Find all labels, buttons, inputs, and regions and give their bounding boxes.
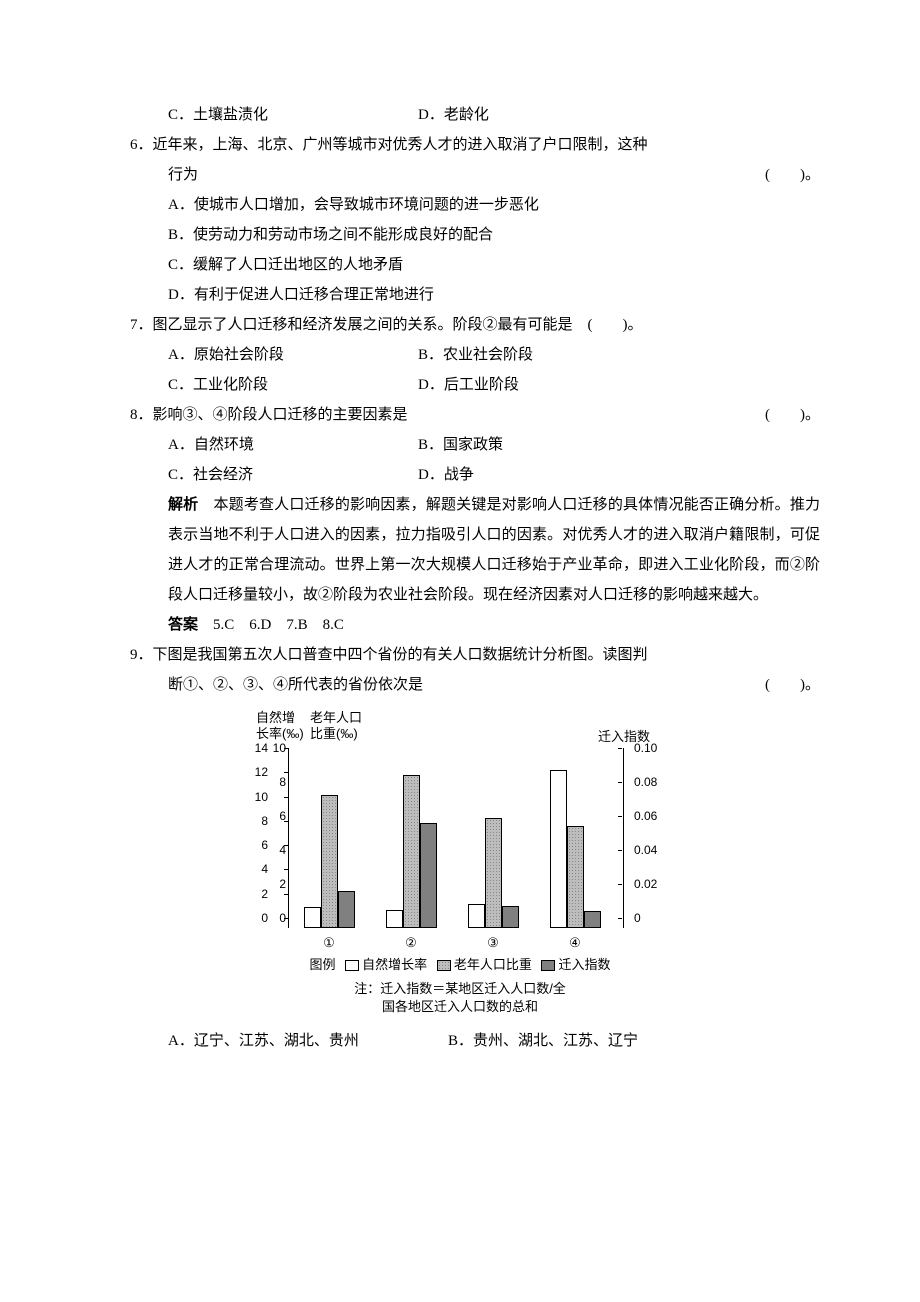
bar-migration — [420, 823, 437, 928]
y3-tick: 0.04 — [634, 838, 657, 862]
y1-tick: 4 — [261, 857, 268, 881]
q6-option-d: D．有利于促进人口迁移合理正常地进行 — [100, 280, 820, 310]
y3-tick: 0 — [634, 906, 641, 930]
answer-block: 答案 5.C 6.D 7.B 8.C — [100, 610, 820, 640]
q9-cont-text: 断①、②、③、④所代表的省份依次是 — [168, 677, 423, 693]
q5-option-d: D．老龄化 — [418, 100, 820, 130]
census-chart: 自然增 长率(‰) 老年人口 比重(‰) 迁入指数 14121086420 10… — [250, 710, 670, 1016]
bars-plot: ①②③④ — [290, 748, 622, 928]
chart-axis-titles: 自然增 长率(‰) 老年人口 比重(‰) 迁入指数 — [250, 710, 670, 746]
q8-option-d: D．战争 — [418, 460, 820, 490]
chart-plot-area: 14121086420 1086420 0.100.080.060.040.02… — [250, 748, 670, 928]
q8-option-a: A．自然环境 — [168, 430, 418, 460]
bar-elderly — [485, 818, 502, 929]
q6-text: 近年来，上海、北京、广州等城市对优秀人才的进入取消了户口限制，这种 — [153, 130, 820, 160]
q9-text: 下图是我国第五次人口普查中四个省份的有关人口数据统计分析图。读图判 — [153, 640, 820, 670]
x-category-label: ④ — [540, 928, 610, 956]
y1-tick: 6 — [261, 833, 268, 857]
y1-tick: 8 — [261, 809, 268, 833]
bar-natural-growth — [550, 770, 567, 928]
x-category-label: ② — [376, 928, 446, 956]
y2-tick: 8 — [279, 770, 286, 794]
y3-tick: 0.02 — [634, 872, 657, 896]
bar-elderly — [321, 795, 338, 928]
y-axis-3: 0.100.080.060.040.020 — [628, 748, 664, 928]
bar-natural-growth — [304, 907, 321, 928]
y3-tick: 0.10 — [634, 736, 657, 760]
legend-item-2: 老年人口比重 — [454, 957, 532, 972]
bar-migration — [338, 891, 355, 928]
q8-text: 影响③、④阶段人口迁移的主要因素是 — [153, 400, 820, 430]
q9-options-ab: A．辽宁、江苏、湖北、贵州 B．贵州、湖北、江苏、辽宁 — [100, 1026, 820, 1056]
q6-stem: 6． 近年来，上海、北京、广州等城市对优秀人才的进入取消了户口限制，这种 — [100, 130, 820, 160]
y-axis-1: 14121086420 — [250, 748, 268, 928]
q5-options-cd: C．土壤盐渍化 D．老龄化 — [100, 100, 820, 130]
x-category-label: ③ — [458, 928, 528, 956]
q8-option-b: B．国家政策 — [418, 430, 820, 460]
q9-stem: 9． 下图是我国第五次人口普查中四个省份的有关人口数据统计分析图。读图判 — [100, 640, 820, 670]
q8-paren: ( )。 — [765, 400, 820, 430]
x-category-label: ① — [294, 928, 364, 956]
legend-swatch-dot — [437, 960, 451, 971]
q8-stem: 8． 影响③、④阶段人口迁移的主要因素是 ( )。 — [100, 400, 820, 430]
explanation-label: 解析 — [168, 497, 198, 513]
q7-option-a: A．原始社会阶段 — [168, 340, 418, 370]
y3-tick: 0.08 — [634, 770, 657, 794]
q9-number: 9． — [130, 640, 153, 670]
q9-option-b: B．贵州、湖北、江苏、辽宁 — [448, 1026, 820, 1056]
y3-tick: 0.06 — [634, 804, 657, 828]
explanation-block: 解析 本题考查人口迁移的影响因素，解题关键是对影响人口迁移的具体情况能否正确分析… — [100, 490, 820, 610]
q6-paren: ( )。 — [765, 160, 820, 190]
y-axis-2: 1086420 — [272, 748, 286, 928]
q6-continuation: 行为 ( )。 — [100, 160, 820, 190]
q6-option-c: C．缓解了人口迁出地区的人地矛盾 — [100, 250, 820, 280]
legend-label: 图例 — [310, 957, 336, 972]
left-axis-line — [288, 748, 289, 928]
q6-option-a: A．使城市人口增加，会导致城市环境问题的进一步恶化 — [100, 190, 820, 220]
q6-cont-text: 行为 — [168, 167, 198, 183]
y1-tick: 2 — [261, 882, 268, 906]
q7-text: 图乙显示了人口迁移和经济发展之间的关系。阶段②最有可能是 ( )。 — [153, 310, 820, 340]
q8-options-ab: A．自然环境 B．国家政策 — [100, 430, 820, 460]
bar-elderly — [403, 775, 420, 928]
y2-tick: 4 — [279, 838, 286, 862]
q8-number: 8． — [130, 400, 153, 430]
legend-item-1: 自然增长率 — [362, 957, 427, 972]
y2-tick: 2 — [279, 872, 286, 896]
y1-tick: 10 — [255, 785, 268, 809]
bar-natural-growth — [386, 910, 403, 928]
q7-options-ab: A．原始社会阶段 B．农业社会阶段 — [100, 340, 820, 370]
q9-continuation: 断①、②、③、④所代表的省份依次是 ( )。 — [100, 670, 820, 700]
bar-natural-growth — [468, 904, 485, 928]
y1-tick: 12 — [255, 760, 268, 784]
explanation-text: 本题考查人口迁移的影响因素，解题关键是对影响人口迁移的具体情况能否正确分析。推力… — [168, 497, 820, 603]
answer-text: 5.C 6.D 7.B 8.C — [198, 617, 344, 633]
q7-option-c: C．工业化阶段 — [168, 370, 418, 400]
q7-options-cd: C．工业化阶段 D．后工业阶段 — [100, 370, 820, 400]
y1-tick: 14 — [255, 736, 268, 760]
y2-tick: 6 — [279, 804, 286, 828]
legend-swatch-gray — [541, 960, 555, 971]
q7-option-b: B．农业社会阶段 — [418, 340, 820, 370]
y2-title: 老年人口 比重(‰) — [310, 710, 362, 741]
q9-option-a: A．辽宁、江苏、湖北、贵州 — [168, 1026, 448, 1056]
bar-elderly — [567, 826, 584, 928]
q8-options-cd: C．社会经济 D．战争 — [100, 460, 820, 490]
q9-paren: ( )。 — [765, 670, 820, 700]
q5-option-c: C．土壤盐渍化 — [168, 100, 418, 130]
q6-number: 6． — [130, 130, 153, 160]
y1-tick: 0 — [261, 906, 268, 930]
q7-stem: 7． 图乙显示了人口迁移和经济发展之间的关系。阶段②最有可能是 ( )。 — [100, 310, 820, 340]
chart-note: 注：迁入指数＝某地区迁入人口数/全 国各地区迁入人口数的总和 — [250, 980, 670, 1016]
q8-option-c: C．社会经济 — [168, 460, 418, 490]
legend-swatch-white — [345, 960, 359, 971]
right-axis-line — [623, 748, 624, 928]
q6-option-b: B．使劳动力和劳动市场之间不能形成良好的配合 — [100, 220, 820, 250]
legend-item-3: 迁入指数 — [558, 957, 610, 972]
bar-migration — [502, 906, 519, 928]
q7-number: 7． — [130, 310, 153, 340]
answer-label: 答案 — [168, 617, 198, 633]
q7-option-d: D．后工业阶段 — [418, 370, 820, 400]
bar-migration — [584, 911, 601, 928]
